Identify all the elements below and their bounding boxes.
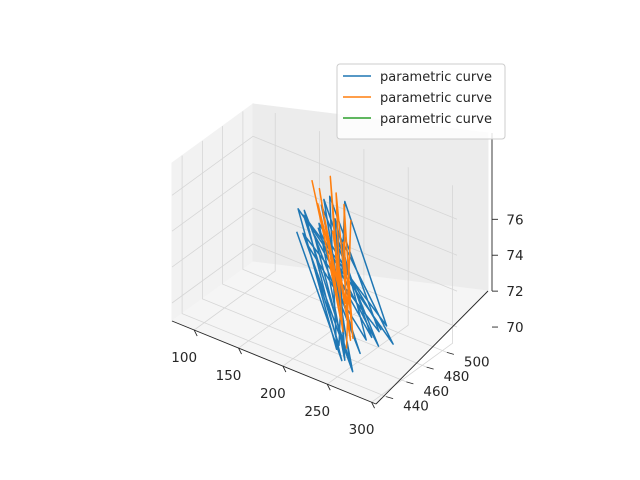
z-tick-label: 72 [506, 284, 523, 300]
y-tick-label: 460 [423, 384, 449, 400]
series-line-2 [311, 175, 354, 349]
plot-series [295, 175, 394, 373]
z-tick-label: 74 [506, 248, 523, 264]
x-gridline [371, 185, 454, 403]
series-line-1 [295, 195, 394, 373]
axes-lines [171, 133, 493, 405]
legend: parametric curve parametric curve parametr… [336, 63, 506, 140]
x-tick-label: 150 [216, 368, 242, 384]
y-gridline [201, 140, 407, 383]
x-tick-mark [238, 347, 242, 355]
z-gridline [171, 243, 458, 328]
legend-label-3: parametric curve [380, 112, 492, 127]
x-tick-label: 200 [260, 386, 286, 402]
x-tick-label: 100 [171, 350, 197, 366]
y-tick-label: 440 [403, 399, 429, 415]
legend-box [336, 63, 506, 140]
z-gridline [171, 171, 458, 256]
y-tick-mark [386, 396, 394, 400]
x-tick-mark [282, 365, 287, 373]
y-tick-label: 480 [444, 369, 470, 385]
legend-label-2: parametric curve [380, 91, 492, 106]
y-gridline [222, 126, 427, 368]
x-tick-label: 250 [304, 404, 330, 420]
y-tick-mark [446, 351, 454, 355]
x-tick-label: 300 [349, 422, 375, 438]
z-gridline [171, 135, 458, 220]
y-gridline [181, 155, 387, 397]
z-tick-label: 70 [506, 320, 523, 336]
z-tick-label: 76 [506, 212, 523, 228]
x-tick-mark [371, 401, 375, 409]
x-tick-mark [326, 383, 331, 391]
z-gridline [171, 207, 458, 292]
x-gridline [282, 149, 365, 367]
y-tick-mark [406, 381, 414, 385]
y-tick-mark [426, 366, 434, 370]
x-gridline [193, 113, 276, 331]
legend-label-1: parametric curve [380, 70, 492, 85]
x-tick-mark [193, 329, 198, 337]
x-axis-line [171, 320, 377, 405]
x-gridline [326, 167, 409, 385]
axes-panes [170, 103, 490, 405]
axes-gridlines [171, 111, 458, 403]
y-tick-label: 500 [464, 354, 490, 370]
y-axis-line [375, 290, 489, 405]
